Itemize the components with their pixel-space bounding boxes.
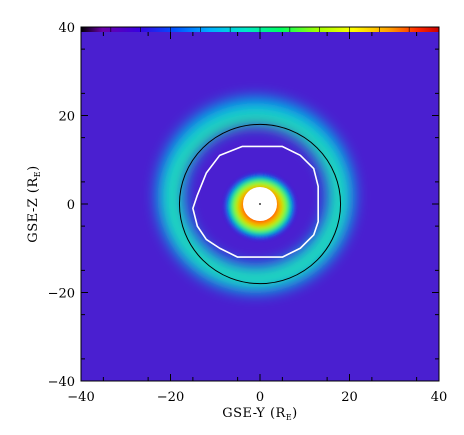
y-tick-label: −20 — [48, 287, 75, 302]
white-contour — [192, 145, 319, 258]
reference-circle — [178, 123, 342, 285]
chart-overlays — [178, 123, 342, 285]
x-axis-title: GSE-Y (RE) — [222, 406, 297, 422]
x-tick-label: 0 — [256, 390, 264, 405]
y-axis-title: GSE-Z (RE) — [26, 165, 42, 242]
earth-center-dot — [259, 203, 261, 205]
x-tick-label: 40 — [431, 390, 448, 405]
y-tick-label: 40 — [58, 21, 75, 36]
x-tick-label: −20 — [157, 390, 184, 405]
colorbar-ticks — [110, 27, 410, 32]
x-tick-label: −40 — [67, 390, 94, 405]
y-tick-label: 20 — [58, 110, 75, 125]
y-tick-label: −40 — [48, 375, 75, 390]
y-tick-label: 0 — [67, 198, 75, 213]
axes: −40 −20 0 20 40 −40 −20 0 20 40 — [48, 21, 448, 405]
heatmap-field — [81, 27, 439, 381]
x-tick-label: 20 — [341, 390, 358, 405]
